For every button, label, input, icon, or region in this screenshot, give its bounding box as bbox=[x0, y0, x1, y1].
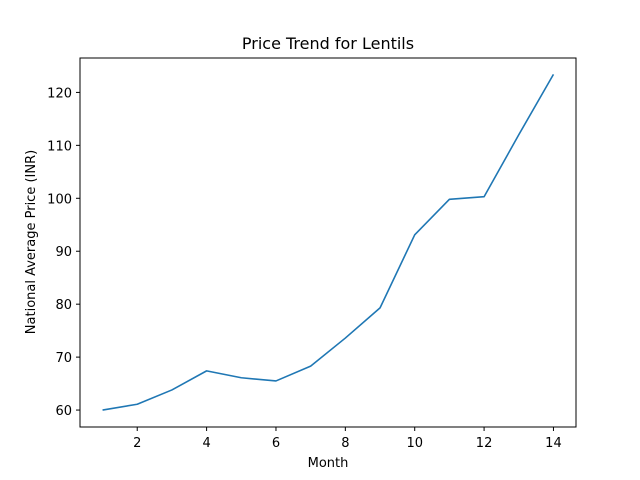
y-tick-label: 100 bbox=[47, 192, 72, 207]
x-axis-label: Month bbox=[308, 456, 349, 471]
y-tick-label: 70 bbox=[55, 351, 72, 366]
x-tick-label: 8 bbox=[341, 436, 349, 451]
data-point bbox=[102, 409, 104, 411]
x-tick-label: 14 bbox=[545, 436, 562, 451]
data-point bbox=[136, 403, 138, 405]
plot-frame bbox=[79, 57, 577, 428]
data-point bbox=[310, 365, 312, 367]
x-tick-label: 2 bbox=[133, 436, 141, 451]
data-point bbox=[449, 199, 451, 201]
x-tick-label: 12 bbox=[476, 436, 493, 451]
y-tick-label: 80 bbox=[55, 298, 72, 313]
data-point bbox=[483, 196, 485, 198]
plot-area: 2 4 6 8 10 12 14 60 70 80 90 100 110 120 bbox=[47, 74, 562, 451]
data-point bbox=[171, 389, 173, 391]
data-point bbox=[345, 337, 347, 339]
data-point bbox=[379, 307, 381, 309]
data-point bbox=[240, 377, 242, 379]
data-point bbox=[553, 74, 555, 76]
y-tick-label: 90 bbox=[55, 245, 72, 260]
y-tick-label: 60 bbox=[55, 404, 72, 419]
x-tick-label: 4 bbox=[202, 436, 210, 451]
data-point bbox=[206, 370, 208, 372]
chart-title: Price Trend for Lentils bbox=[242, 34, 414, 53]
y-axis-label: National Average Price (INR) bbox=[24, 150, 39, 334]
data-point bbox=[414, 234, 416, 236]
price-series-line bbox=[102, 74, 555, 411]
data-point bbox=[518, 134, 520, 136]
x-tick-label: 6 bbox=[272, 436, 280, 451]
y-tick-label: 110 bbox=[47, 139, 72, 154]
x-tick-label: 10 bbox=[406, 436, 423, 451]
y-tick-label: 120 bbox=[47, 86, 72, 101]
data-point bbox=[275, 380, 277, 382]
